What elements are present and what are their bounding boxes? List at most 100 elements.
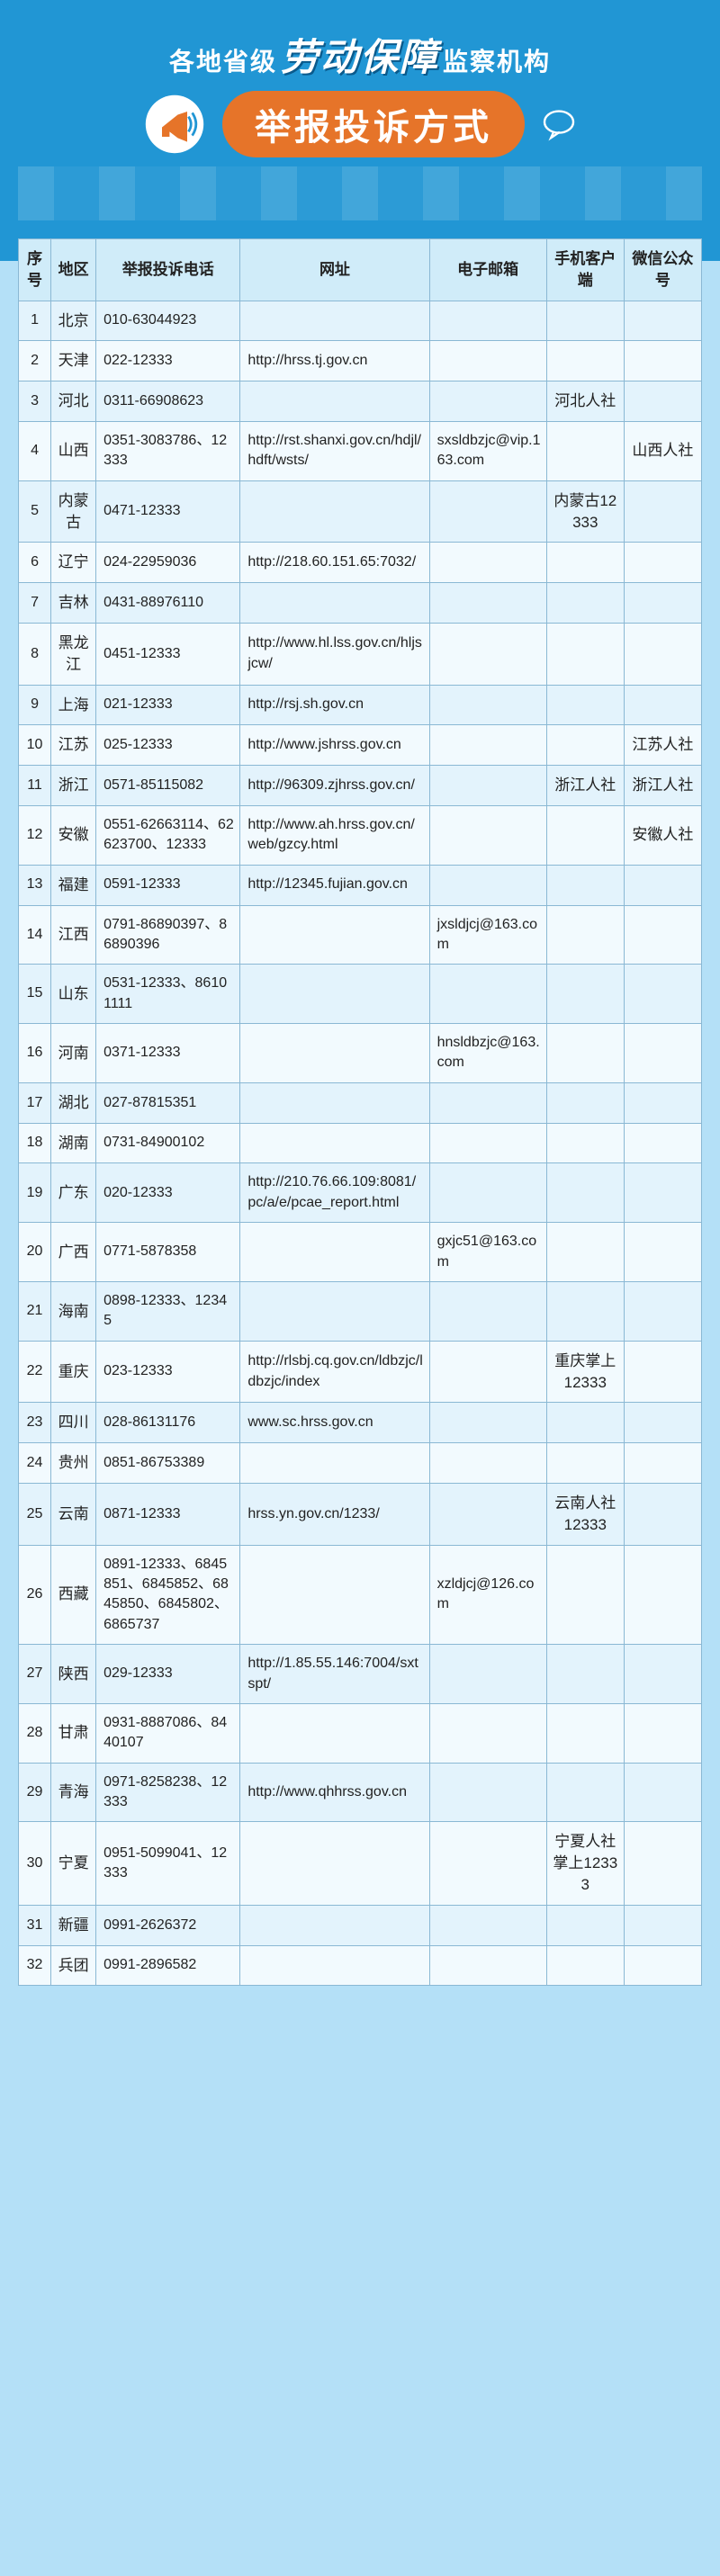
cell-wechat xyxy=(624,480,701,543)
table-container: 序号 地区 举报投诉电话 网址 电子邮箱 手机客户端 微信公众号 1北京010-… xyxy=(18,238,702,1986)
cell-app xyxy=(546,1082,624,1123)
cell-phone: 022-12333 xyxy=(96,341,240,381)
cell-phone: 0731-84900102 xyxy=(96,1123,240,1163)
cell-app xyxy=(546,623,624,685)
cell-app xyxy=(546,805,624,865)
cell-url: http://218.60.151.65:7032/ xyxy=(240,543,429,583)
cell-email xyxy=(429,1703,546,1763)
cell-email xyxy=(429,1403,546,1443)
cell-email xyxy=(429,1822,546,1905)
cell-region: 山西 xyxy=(51,421,96,480)
cell-email xyxy=(429,1483,546,1545)
cell-email xyxy=(429,1163,546,1223)
cell-region: 甘肃 xyxy=(51,1703,96,1763)
cell-phone: 0871-12333 xyxy=(96,1483,240,1545)
cell-wechat: 山西人社 xyxy=(624,421,701,480)
cell-email: gxjc51@163.com xyxy=(429,1223,546,1282)
cell-phone: 0971-8258238、12333 xyxy=(96,1763,240,1822)
cell-region: 新疆 xyxy=(51,1905,96,1945)
cell-wechat xyxy=(624,1082,701,1123)
cell-url xyxy=(240,1703,429,1763)
cell-region: 福建 xyxy=(51,865,96,905)
cell-email: jxsldjcj@163.com xyxy=(429,905,546,965)
cell-app xyxy=(546,1443,624,1484)
cell-phone: 0991-2626372 xyxy=(96,1905,240,1945)
cell-region: 安徽 xyxy=(51,805,96,865)
cell-app: 河北人社 xyxy=(546,381,624,422)
cell-phone: 0771-5878358 xyxy=(96,1223,240,1282)
cell-email xyxy=(429,685,546,725)
cell-phone: 0451-12333 xyxy=(96,623,240,685)
cell-wechat xyxy=(624,1945,701,1986)
cell-seq: 6 xyxy=(19,543,51,583)
cell-url xyxy=(240,301,429,341)
table-row: 21海南0898-12333、12345 xyxy=(19,1282,702,1342)
cell-email xyxy=(429,480,546,543)
cell-region: 四川 xyxy=(51,1403,96,1443)
cell-wechat xyxy=(624,1282,701,1342)
cell-email xyxy=(429,1082,546,1123)
cell-seq: 19 xyxy=(19,1163,51,1223)
cell-seq: 23 xyxy=(19,1403,51,1443)
cell-wechat: 浙江人社 xyxy=(624,766,701,806)
page-wrapper: 各地省级劳动保障监察机构 举报投诉方式 序号 地区 xyxy=(0,0,720,2022)
cell-url xyxy=(240,381,429,422)
cell-wechat xyxy=(624,1123,701,1163)
cell-region: 山东 xyxy=(51,965,96,1024)
table-row: 17湖北027-87815351 xyxy=(19,1082,702,1123)
cell-url: http://www.ah.hrss.gov.cn/web/gzcy.html xyxy=(240,805,429,865)
cell-url xyxy=(240,1082,429,1123)
cell-seq: 20 xyxy=(19,1223,51,1282)
cell-url: hrss.yn.gov.cn/1233/ xyxy=(240,1483,429,1545)
cell-phone: 027-87815351 xyxy=(96,1082,240,1123)
cell-email xyxy=(429,1945,546,1986)
cell-wechat xyxy=(624,905,701,965)
table-row: 22重庆023-12333http://rlsbj.cq.gov.cn/ldbz… xyxy=(19,1341,702,1403)
cell-region: 江苏 xyxy=(51,725,96,766)
megaphone-icon xyxy=(143,93,206,156)
cell-app xyxy=(546,1545,624,1645)
cell-email xyxy=(429,1645,546,1704)
cell-email xyxy=(429,805,546,865)
cell-wechat xyxy=(624,965,701,1024)
cell-app xyxy=(546,865,624,905)
cell-region: 湖南 xyxy=(51,1123,96,1163)
table-body: 1北京010-630449232天津022-12333http://hrss.t… xyxy=(19,301,702,1986)
cell-email xyxy=(429,1282,546,1342)
table-row: 12安徽0551-62663114、62623700、12333http://w… xyxy=(19,805,702,865)
table-row: 13福建0591-12333http://12345.fujian.gov.cn xyxy=(19,865,702,905)
cell-phone: 025-12333 xyxy=(96,725,240,766)
cell-seq: 1 xyxy=(19,301,51,341)
col-app: 手机客户端 xyxy=(546,239,624,301)
cell-url xyxy=(240,1545,429,1645)
table-row: 23四川028-86131176www.sc.hrss.gov.cn xyxy=(19,1403,702,1443)
cell-wechat xyxy=(624,301,701,341)
cell-region: 广东 xyxy=(51,1163,96,1223)
cell-app xyxy=(546,725,624,766)
cell-url xyxy=(240,1905,429,1945)
table-row: 11浙江0571-85115082http://96309.zjhrss.gov… xyxy=(19,766,702,806)
cell-email xyxy=(429,381,546,422)
cell-seq: 32 xyxy=(19,1945,51,1986)
cell-region: 天津 xyxy=(51,341,96,381)
cell-email: xzldjcj@126.com xyxy=(429,1545,546,1645)
cell-email xyxy=(429,766,546,806)
table-row: 16河南0371-12333hnsldbzjc@163.com xyxy=(19,1024,702,1083)
cell-wechat xyxy=(624,381,701,422)
cell-seq: 11 xyxy=(19,766,51,806)
cell-url: http://1.85.55.146:7004/sxtspt/ xyxy=(240,1645,429,1704)
cell-phone: 024-22959036 xyxy=(96,543,240,583)
cell-email xyxy=(429,1905,546,1945)
cell-url: http://rlsbj.cq.gov.cn/ldbzjc/ldbzjc/ind… xyxy=(240,1341,429,1403)
cell-wechat xyxy=(624,1545,701,1645)
cell-region: 吉林 xyxy=(51,583,96,624)
cell-wechat xyxy=(624,1703,701,1763)
cell-seq: 12 xyxy=(19,805,51,865)
table-row: 9上海021-12333http://rsj.sh.gov.cn xyxy=(19,685,702,725)
cell-seq: 21 xyxy=(19,1282,51,1342)
cell-url: http://rsj.sh.gov.cn xyxy=(240,685,429,725)
title-prefix: 各地省级 xyxy=(169,48,277,76)
cell-region: 青海 xyxy=(51,1763,96,1822)
cell-seq: 8 xyxy=(19,623,51,685)
table-row: 2天津022-12333http://hrss.tj.gov.cn xyxy=(19,341,702,381)
